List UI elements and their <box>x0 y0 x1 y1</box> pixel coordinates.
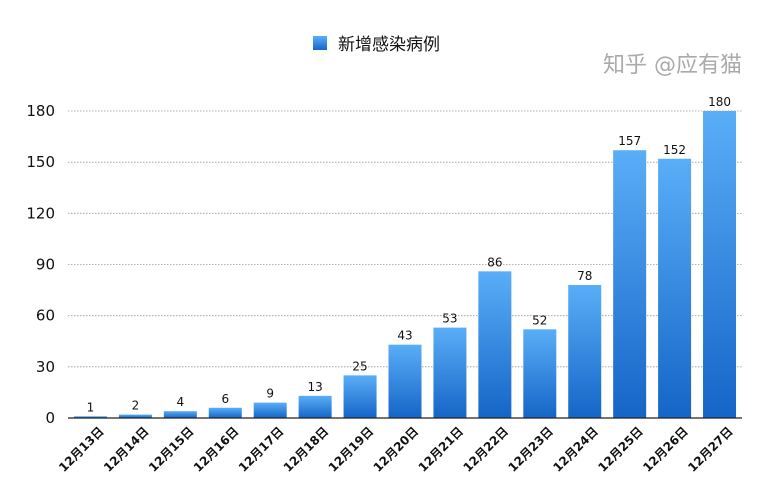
legend-label: 新增感染病例 <box>338 35 440 55</box>
data-label: 4 <box>177 395 185 409</box>
y-tick-label: 180 <box>26 102 55 120</box>
bar <box>478 271 512 418</box>
x-tick-label: 12月26日 <box>640 424 690 474</box>
x-tick-label: 12月14日 <box>101 424 151 474</box>
legend: 新增感染病例 <box>313 35 440 55</box>
x-tick-label: 12月17日 <box>236 424 286 474</box>
bar <box>658 158 692 418</box>
data-label: 157 <box>618 134 641 148</box>
data-label: 2 <box>132 399 140 413</box>
bar <box>118 414 152 418</box>
bar <box>163 411 197 418</box>
y-tick-label: 90 <box>36 256 55 274</box>
x-tick-label: 12月27日 <box>685 424 735 474</box>
x-tick-label: 12月16日 <box>191 424 241 474</box>
x-tick-label: 12月20日 <box>371 424 421 474</box>
data-label: 52 <box>532 313 547 327</box>
bar <box>73 416 107 418</box>
data-label: 152 <box>663 143 686 157</box>
data-label: 25 <box>352 359 367 373</box>
legend-swatch <box>313 36 327 50</box>
bar <box>343 375 377 418</box>
bar <box>568 284 602 418</box>
x-tick-label: 12月25日 <box>595 424 645 474</box>
x-tick-label: 12月15日 <box>146 424 196 474</box>
y-tick-label: 30 <box>36 358 55 376</box>
data-label: 1 <box>87 400 95 414</box>
bar <box>613 150 647 418</box>
y-tick-label: 150 <box>26 153 55 171</box>
data-label: 6 <box>221 392 229 406</box>
data-label: 78 <box>577 269 592 283</box>
bar <box>298 395 332 418</box>
y-tick-label: 0 <box>45 409 55 427</box>
bar <box>253 402 287 418</box>
bar <box>703 111 737 418</box>
x-tick-label: 12月23日 <box>505 424 555 474</box>
x-tick-label: 12月22日 <box>460 424 510 474</box>
data-label: 53 <box>442 312 457 326</box>
data-label: 86 <box>487 255 502 269</box>
bar <box>523 329 557 418</box>
x-tick-label: 12月19日 <box>326 424 376 474</box>
data-label: 9 <box>266 387 274 401</box>
data-label: 13 <box>307 380 322 394</box>
data-label: 180 <box>708 95 731 109</box>
x-tick-label: 12月13日 <box>56 424 106 474</box>
watermark: 知乎 @应有猫 <box>603 53 742 78</box>
y-tick-label: 60 <box>36 307 55 325</box>
x-tick-label: 12月24日 <box>550 424 600 474</box>
y-tick-label: 120 <box>26 204 55 222</box>
bar <box>388 344 422 418</box>
data-label: 43 <box>397 329 412 343</box>
x-tick-label: 12月18日 <box>281 424 331 474</box>
bar <box>433 327 467 418</box>
bar <box>208 407 242 418</box>
x-tick-label: 12月21日 <box>416 424 466 474</box>
